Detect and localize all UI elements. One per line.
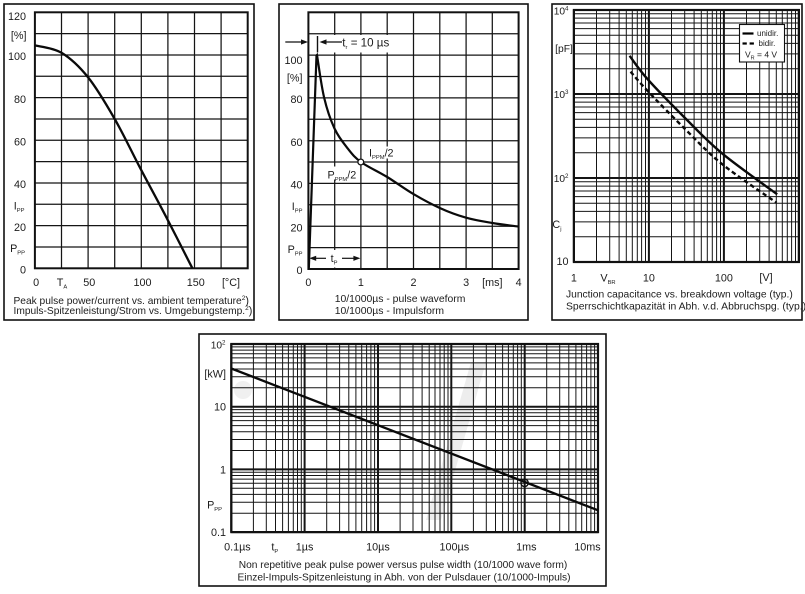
svg-text:2: 2 bbox=[410, 277, 416, 289]
svg-text:0: 0 bbox=[305, 277, 311, 289]
svg-text:bidir.: bidir. bbox=[759, 39, 776, 48]
svg-text:0: 0 bbox=[33, 277, 39, 289]
svg-text:0: 0 bbox=[296, 265, 302, 277]
svg-text:[%]: [%] bbox=[287, 73, 303, 85]
svg-text:[kW]: [kW] bbox=[204, 369, 226, 381]
svg-text:0.1: 0.1 bbox=[211, 527, 226, 539]
svg-text:1ms: 1ms bbox=[516, 542, 537, 554]
svg-text:4: 4 bbox=[516, 277, 522, 289]
svg-text:PPP: PPP bbox=[207, 500, 222, 514]
svg-text:tr = 10 µs: tr = 10 µs bbox=[342, 37, 389, 52]
svg-text:1: 1 bbox=[220, 464, 226, 476]
svg-text:104: 104 bbox=[554, 6, 569, 18]
svg-text:103: 103 bbox=[554, 89, 569, 101]
svg-text:Cj: Cj bbox=[552, 219, 561, 233]
svg-text:Non repetitive peak pulse powe: Non repetitive peak pulse power versus p… bbox=[239, 560, 567, 571]
svg-text:80: 80 bbox=[290, 94, 302, 106]
svg-text:tP: tP bbox=[271, 542, 278, 556]
svg-text:[°C]: [°C] bbox=[222, 277, 240, 289]
svg-text:40: 40 bbox=[14, 179, 26, 191]
svg-text:Peak pulse power/current vs. a: Peak pulse power/current vs. ambient tem… bbox=[14, 295, 249, 307]
svg-text:60: 60 bbox=[14, 137, 26, 149]
svg-text:[V]: [V] bbox=[759, 272, 772, 284]
svg-text:[%]: [%] bbox=[11, 30, 27, 42]
svg-text:Sperrschichtkapazität in Abh.: Sperrschichtkapazität in Abh. v.d. Abbru… bbox=[566, 302, 805, 313]
svg-text:50: 50 bbox=[83, 277, 95, 289]
svg-text:60: 60 bbox=[290, 137, 302, 149]
svg-text:VBR: VBR bbox=[600, 273, 615, 287]
svg-text:100: 100 bbox=[8, 51, 26, 63]
svg-text:0: 0 bbox=[20, 265, 26, 277]
svg-text:Einzel-Impuls-Spitzenleistung: Einzel-Impuls-Spitzenleistung in Abh. vo… bbox=[238, 572, 571, 583]
svg-text:10µs: 10µs bbox=[366, 542, 390, 554]
svg-text:PPPM/2: PPPM/2 bbox=[328, 170, 357, 184]
svg-text:102: 102 bbox=[211, 340, 226, 352]
svg-text:IPP: IPP bbox=[14, 201, 25, 215]
svg-text:unidir.: unidir. bbox=[757, 29, 778, 38]
svg-text:10: 10 bbox=[214, 402, 226, 414]
svg-text:0.1µs: 0.1µs bbox=[224, 542, 251, 554]
svg-text:120: 120 bbox=[8, 11, 26, 23]
svg-text:100: 100 bbox=[133, 277, 151, 289]
svg-text:10: 10 bbox=[556, 256, 568, 268]
svg-text:10: 10 bbox=[643, 273, 655, 285]
svg-text:[pF]: [pF] bbox=[555, 44, 573, 55]
svg-text:40: 40 bbox=[290, 180, 302, 192]
svg-text:10/1000µs - pulse waveform: 10/1000µs - pulse waveform bbox=[335, 294, 466, 305]
svg-text:10/1000µs - Impulsform: 10/1000µs - Impulsform bbox=[335, 306, 444, 317]
svg-text:[ms]: [ms] bbox=[482, 277, 502, 289]
svg-text:PPP: PPP bbox=[288, 244, 303, 257]
svg-text:tP: tP bbox=[331, 253, 338, 267]
svg-text:100: 100 bbox=[284, 55, 302, 67]
svg-text:20: 20 bbox=[290, 222, 302, 234]
svg-text:20: 20 bbox=[14, 222, 26, 234]
svg-text:1: 1 bbox=[358, 277, 364, 289]
svg-text:102: 102 bbox=[554, 173, 569, 185]
svg-text:150: 150 bbox=[187, 277, 205, 289]
svg-text:3: 3 bbox=[463, 277, 469, 289]
svg-text:PPP: PPP bbox=[10, 243, 25, 257]
svg-text:100: 100 bbox=[715, 273, 733, 285]
svg-text:Junction capacitance vs. break: Junction capacitance vs. breakdown volta… bbox=[566, 290, 793, 301]
svg-text:TA: TA bbox=[57, 277, 68, 291]
svg-text:IPP: IPP bbox=[292, 201, 303, 215]
svg-text:100µs: 100µs bbox=[439, 542, 469, 554]
svg-text:10ms: 10ms bbox=[574, 542, 601, 554]
svg-text:Impuls-Spitzenleistung/Strom v: Impuls-Spitzenleistung/Strom vs. Umgebun… bbox=[14, 305, 253, 317]
svg-text:1: 1 bbox=[571, 273, 577, 285]
svg-text:80: 80 bbox=[14, 94, 26, 106]
svg-text:1µs: 1µs bbox=[296, 542, 314, 554]
